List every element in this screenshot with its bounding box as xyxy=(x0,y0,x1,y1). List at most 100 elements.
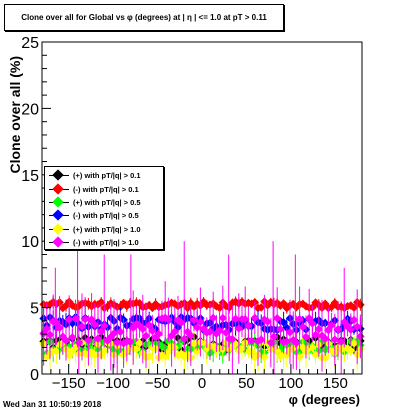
x-tick-label: 50 xyxy=(238,375,255,392)
data-point xyxy=(192,347,202,356)
data-point xyxy=(196,317,205,327)
data-point xyxy=(285,328,295,337)
data-point xyxy=(138,324,148,334)
data-point xyxy=(116,327,125,337)
data-point xyxy=(356,332,365,341)
data-point xyxy=(154,329,164,339)
data-point xyxy=(96,297,106,307)
data-point xyxy=(208,313,218,323)
legend-label: (-) with pT/|q| > 1.0 xyxy=(73,238,139,248)
y-tick-label: 25 xyxy=(21,35,39,52)
data-point xyxy=(330,335,340,344)
data-point xyxy=(320,334,330,343)
data-point xyxy=(333,325,343,334)
legend-entry: (-) with pT/|q| > 0.5 xyxy=(45,209,163,222)
data-point xyxy=(308,319,317,328)
legend-label: (+) with pT/|q| > 0.1 xyxy=(73,171,141,181)
y-axis-label: Clone over all (%) xyxy=(7,56,23,173)
data-point xyxy=(346,346,356,355)
data-point xyxy=(80,314,90,324)
data-point xyxy=(199,338,208,347)
data-point xyxy=(269,332,279,341)
data-point xyxy=(256,303,266,312)
data-point xyxy=(298,322,308,332)
data-point xyxy=(237,343,247,353)
legend-entry: (+) with pT/|q| > 1.0 xyxy=(45,223,163,236)
chart-title: Clone over all for Global vs φ (degrees)… xyxy=(4,4,284,31)
data-point xyxy=(240,315,250,324)
data-point xyxy=(45,330,55,339)
axes: 0 5 10 15 20 25 −150 −100 −50 0 50 100 150 xyxy=(21,35,363,392)
legend-label: (+) with pT/|q| > 1.0 xyxy=(73,224,141,234)
data-point xyxy=(244,321,253,330)
y-tick-label: 5 xyxy=(30,301,39,318)
data-point xyxy=(349,303,359,312)
data-point xyxy=(52,347,61,356)
legend-marker xyxy=(45,169,73,182)
y-tick-label: 0 xyxy=(30,367,39,384)
data-point xyxy=(42,324,52,333)
data-point xyxy=(186,331,196,340)
legend-entry: (+) with pT/|q| > 0.1 xyxy=(45,169,163,182)
data-point xyxy=(93,334,103,343)
legend-marker xyxy=(45,223,73,236)
data-point xyxy=(256,335,266,344)
data-point xyxy=(77,322,87,331)
x-tick-label: 100 xyxy=(278,375,303,392)
data-point xyxy=(356,300,365,310)
y-tick-label: 10 xyxy=(21,234,39,251)
data-point xyxy=(336,337,346,346)
data-point xyxy=(228,334,237,344)
data-point xyxy=(352,322,362,331)
data-point xyxy=(132,344,141,354)
data-point xyxy=(90,350,100,360)
data-point xyxy=(250,313,260,323)
data-point xyxy=(260,352,269,362)
data-point xyxy=(346,325,356,335)
data-point xyxy=(263,317,272,326)
data-point xyxy=(144,351,154,361)
data-point xyxy=(68,333,77,342)
data-point xyxy=(64,315,74,324)
data-point xyxy=(311,330,320,340)
legend-entry: (+) with pT/|q| > 0.5 xyxy=(45,196,163,209)
data-point xyxy=(279,318,288,327)
data-point xyxy=(96,327,106,336)
data-point xyxy=(272,346,282,355)
data-point xyxy=(192,323,202,332)
data-point xyxy=(100,346,109,356)
data-point xyxy=(349,315,359,325)
data-point xyxy=(295,314,304,324)
data-point xyxy=(215,303,224,313)
data-point xyxy=(215,326,224,335)
data-point xyxy=(170,327,180,336)
legend-label: (-) with pT/|q| > 0.5 xyxy=(73,211,139,221)
data-point xyxy=(144,321,154,330)
data-point xyxy=(301,332,311,342)
data-point xyxy=(176,318,186,327)
legend-label: (+) with pT/|q| > 0.5 xyxy=(73,197,141,207)
data-point xyxy=(282,350,292,360)
data-point xyxy=(164,347,173,356)
data-point xyxy=(231,314,240,324)
data-point xyxy=(55,323,64,333)
data-point xyxy=(205,327,215,336)
legend-entry: (-) with pT/|q| > 0.1 xyxy=(45,182,163,195)
data-point xyxy=(234,324,244,333)
legend-label: (-) with pT/|q| > 0.1 xyxy=(73,184,139,194)
data-point xyxy=(148,326,157,336)
x-tick-label: −150 xyxy=(52,375,86,392)
data-point xyxy=(247,336,256,346)
data-point xyxy=(308,343,317,352)
data-point xyxy=(164,315,173,324)
data-point xyxy=(189,339,199,349)
data-point xyxy=(327,321,336,330)
data-point xyxy=(109,329,119,338)
data-point xyxy=(276,324,285,334)
series-1 xyxy=(39,296,365,315)
data-point xyxy=(349,339,359,348)
data-point xyxy=(141,331,151,341)
data-point xyxy=(272,313,282,323)
x-axis-label: φ (degrees) xyxy=(289,392,360,407)
